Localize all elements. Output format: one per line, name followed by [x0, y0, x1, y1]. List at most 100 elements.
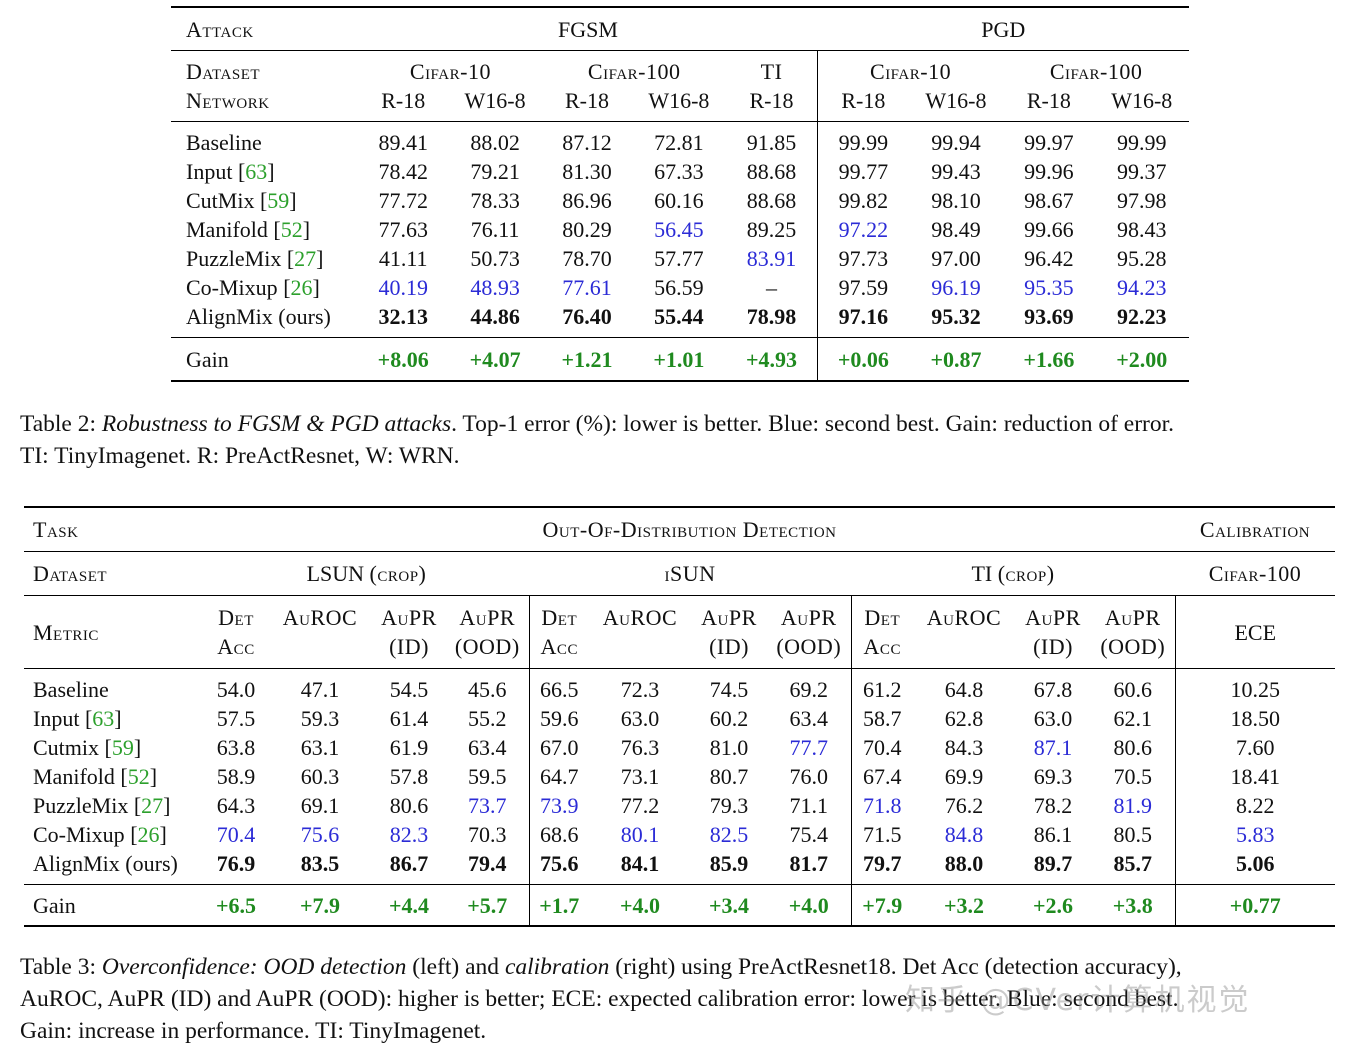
- table-cell: 67.0: [528, 733, 589, 762]
- gain-value: +4.93: [726, 337, 818, 382]
- metric-top: AuROC: [282, 605, 358, 630]
- citation-link[interactable]: 63: [245, 159, 268, 184]
- table-cell: 61.2: [850, 668, 913, 704]
- metric-bottom: (ID): [709, 634, 749, 659]
- table-cell: 47.1: [268, 668, 372, 704]
- table-cell: 83.91: [746, 246, 797, 271]
- table-cell: 55.44: [654, 304, 704, 329]
- network-label: Network: [186, 88, 270, 113]
- gain-value: +0.87: [908, 337, 1004, 382]
- table-cell: 81.7: [789, 851, 829, 876]
- table-cell: 76.2: [944, 793, 984, 818]
- method-name: Input [63]: [33, 706, 122, 731]
- caption-title: Robustness to FGSM & PGD attacks: [101, 411, 452, 437]
- table-cell: 77.72: [378, 188, 428, 213]
- citation-link[interactable]: 27: [141, 793, 164, 818]
- table-cell: 54.5: [372, 668, 446, 704]
- metric-header: AuPR (ID): [1015, 595, 1091, 669]
- gain-value: +4.0: [767, 884, 851, 927]
- dataset-header: Cifar-10: [816, 50, 1004, 86]
- table-cell: 78.2: [1033, 793, 1073, 818]
- table-cell: 54.0: [204, 668, 268, 704]
- table-3-task-row: Task Out-Of-Distribution Detection Calib…: [24, 506, 1335, 552]
- metric-header: AuROC: [268, 595, 372, 669]
- citation-link[interactable]: 59: [111, 735, 134, 760]
- table-cell: 92.23: [1117, 304, 1167, 329]
- citation-link[interactable]: 52: [280, 217, 303, 242]
- lsun-name: LSUN: [306, 561, 365, 586]
- table-cell: 96.19: [931, 275, 981, 300]
- method-name: CutMix [59]: [186, 188, 297, 213]
- method-name: Co-Mixup [26]: [186, 275, 320, 300]
- table-cell: 56.45: [654, 217, 704, 242]
- table-cell: 5.83: [1174, 820, 1335, 849]
- table-cell: 63.0: [1033, 706, 1073, 731]
- method-name: PuzzleMix [27]: [33, 793, 171, 818]
- method-name: AlignMix (ours): [171, 302, 359, 338]
- table-cell: 72.3: [589, 668, 691, 704]
- table-cell: 63.0: [620, 706, 660, 731]
- table-cell: 99.96: [1024, 159, 1074, 184]
- gain-value: +1.21: [542, 337, 632, 382]
- table-cell: 7.60: [1174, 733, 1335, 762]
- caption-title: calibration: [504, 954, 610, 980]
- table-row: Input [63] 57.5 59.3 61.4 55.2 59.6 63.0 60.2 63…: [24, 704, 1335, 733]
- table-2-network-row: Network R-18 W16-8 R-18 W16-8 R-18 R-18 …: [171, 86, 1189, 122]
- citation-link[interactable]: 26: [290, 275, 313, 300]
- dataset-header: Cifar-100: [542, 50, 727, 86]
- metric-top: AuPR: [701, 605, 757, 630]
- table-cell: 73.1: [620, 764, 660, 789]
- table-cell: 80.6: [1113, 735, 1153, 760]
- citation-link[interactable]: 59: [267, 188, 290, 213]
- table-row: Baseline 89.41 88.02 87.12 72.81 91.85 99.99 99…: [171, 121, 1189, 157]
- table-cell: 73.7: [468, 793, 507, 818]
- method-label: Baseline: [186, 130, 262, 155]
- table-cell: 78.33: [470, 188, 520, 213]
- network-header: R-18: [1026, 88, 1071, 113]
- table-cell: 71.8: [850, 791, 913, 820]
- table-cell: 64.7: [528, 762, 589, 791]
- citation-link[interactable]: 27: [294, 246, 317, 271]
- table-2-attack-row: Attack FGSM PGD: [171, 6, 1189, 51]
- table-cell: 75.6: [300, 822, 340, 847]
- table-cell: 79.21: [470, 159, 520, 184]
- table-cell: 68.6: [528, 820, 589, 849]
- method-label: CutMix: [186, 188, 255, 213]
- gain-value: +7.9: [268, 884, 372, 927]
- method-label: Co-Mixup: [33, 822, 125, 847]
- table-cell: 70.4: [850, 733, 913, 762]
- method-name: Baseline: [24, 668, 204, 704]
- dataset-header: TI: [726, 50, 818, 86]
- table-cell: 86.1: [1033, 822, 1073, 847]
- gain-value: +8.06: [358, 337, 448, 382]
- table-cell: 69.2: [767, 668, 851, 704]
- table-cell: 57.77: [654, 246, 704, 271]
- dataset-header: Cifar-10: [358, 50, 543, 86]
- table-3-gain-row: Gain +6.5 +7.9 +4.4 +5.7 +1.7 +4.0 +3.4 +4.0 +7.…: [24, 884, 1335, 927]
- gain-value: +0.06: [816, 337, 909, 382]
- gain-value: +4.0: [589, 884, 691, 927]
- table-cell: 69.3: [1033, 764, 1073, 789]
- method-label: AlignMix (ours): [186, 304, 331, 329]
- citation-link[interactable]: 63: [92, 706, 115, 731]
- table-3-dataset-row: Dataset LSUN (crop) iSUN TI (crop) Cifar…: [24, 551, 1335, 596]
- table-cell: 67.4: [850, 762, 913, 791]
- table-row: Co-Mixup [26] 70.4 75.6 82.3 70.3 68.6 80.1 82.…: [24, 820, 1335, 849]
- table-cell: 67.8: [1015, 668, 1091, 704]
- table-cell: 75.6: [528, 849, 589, 885]
- table-cell: 88.0: [944, 851, 984, 876]
- citation-link[interactable]: 52: [127, 764, 150, 789]
- gain-value: +2.6: [1015, 884, 1091, 927]
- citation-link[interactable]: 26: [137, 822, 160, 847]
- metric-header: Det Acc: [528, 595, 589, 669]
- lsun-crop: (crop): [369, 561, 427, 586]
- table-cell: 64.8: [913, 668, 1015, 704]
- table-cell: 78.42: [378, 159, 428, 184]
- task-label: Task: [24, 506, 204, 552]
- method-label: AlignMix (ours): [33, 851, 178, 876]
- method-name: Co-Mixup [26]: [33, 822, 167, 847]
- table-2-caption: Table 2: Robustness to FGSM & PGD attack…: [20, 408, 1340, 472]
- table-3: Task Out-Of-Distribution Detection Calib…: [24, 506, 1335, 927]
- table-cell: 18.50: [1174, 704, 1335, 733]
- table-row: AlignMix (ours) 32.13 44.86 76.40 55.44 78.98…: [171, 302, 1189, 338]
